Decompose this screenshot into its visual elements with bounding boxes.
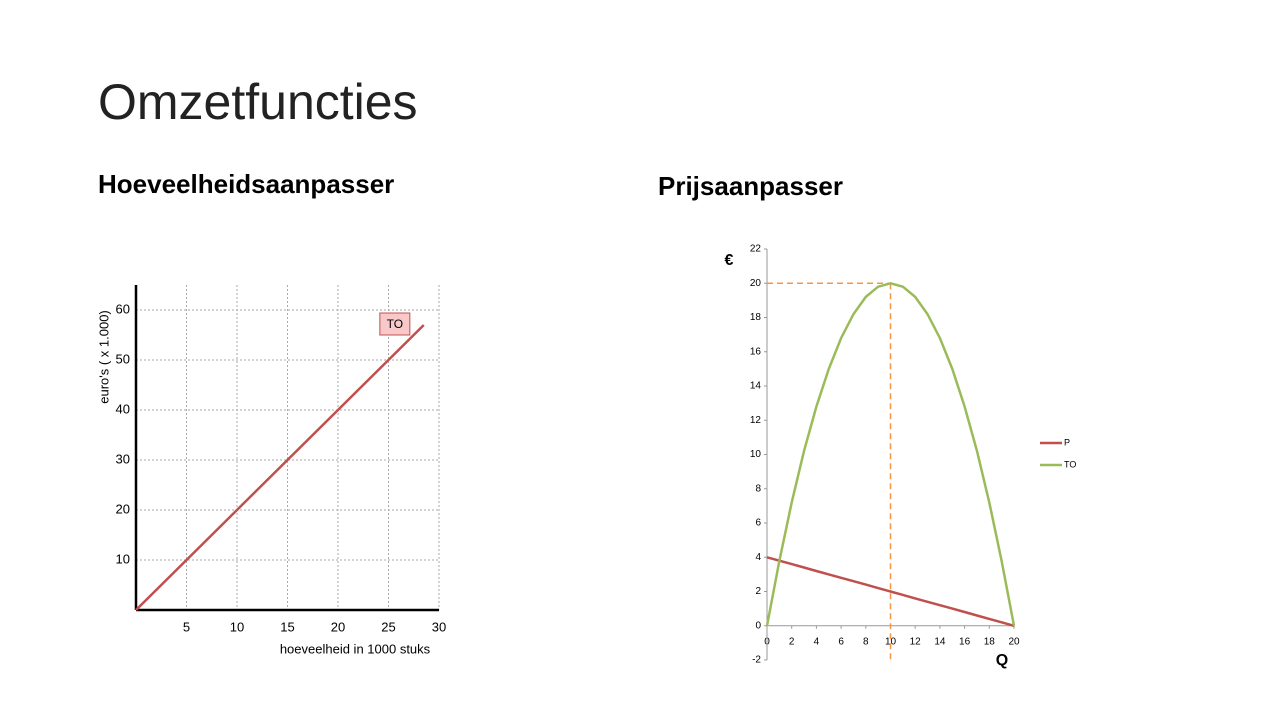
x-tick-label: 20 xyxy=(1008,636,1020,647)
y-tick-label: 14 xyxy=(750,381,762,392)
x-tick-label: 10 xyxy=(885,636,897,647)
legend-label: TO xyxy=(1064,459,1076,469)
y-tick-label: 18 xyxy=(750,312,762,323)
x-tick-label: 20 xyxy=(331,619,345,634)
legend-label: TO xyxy=(387,317,403,331)
y-axis-label: euro's ( x 1.000) xyxy=(96,310,111,404)
y-tick-label: 2 xyxy=(755,586,761,597)
x-tick-label: 16 xyxy=(959,636,971,647)
y-axis-label: € xyxy=(725,252,734,269)
x-tick-label: 8 xyxy=(863,636,869,647)
x-tick-label: 4 xyxy=(814,636,820,647)
y-tick-label: 40 xyxy=(116,401,130,416)
chart-title: Prijsaanpasser xyxy=(658,171,843,201)
x-tick-label: 12 xyxy=(910,636,922,647)
x-tick-label: 10 xyxy=(230,619,244,634)
y-tick-label: 60 xyxy=(116,301,130,316)
y-tick-label: 20 xyxy=(750,278,762,289)
x-tick-label: 6 xyxy=(838,636,844,647)
series-line xyxy=(766,556,1015,628)
series-line xyxy=(765,282,1016,627)
y-tick-label: 20 xyxy=(116,501,130,516)
y-tick-label: 0 xyxy=(755,620,761,631)
y-tick-label: -2 xyxy=(752,655,761,666)
x-tick-label: 25 xyxy=(381,619,395,634)
x-tick-label: 2 xyxy=(789,636,795,647)
chart-title: Hoeveelheidsaanpasser xyxy=(98,169,394,199)
y-tick-label: 8 xyxy=(755,483,761,494)
series-line xyxy=(135,324,425,611)
y-tick-label: 12 xyxy=(750,415,762,426)
x-tick-label: 30 xyxy=(432,619,446,634)
y-tick-label: 6 xyxy=(755,518,761,529)
slide-title: Omzetfuncties xyxy=(98,74,418,130)
y-tick-label: 10 xyxy=(750,449,762,460)
x-tick-label: 5 xyxy=(183,619,190,634)
y-tick-label: 16 xyxy=(750,346,762,357)
legend-box xyxy=(379,312,411,336)
x-tick-label: 18 xyxy=(984,636,996,647)
x-axis-label: hoeveelheid in 1000 stuks xyxy=(280,641,431,656)
y-tick-label: 4 xyxy=(755,552,761,563)
y-tick-label: 30 xyxy=(116,451,130,466)
x-tick-label: 14 xyxy=(934,636,946,647)
y-tick-label: 22 xyxy=(750,244,762,255)
x-tick-label: 15 xyxy=(280,619,294,634)
y-tick-label: 50 xyxy=(116,351,130,366)
legend-label: P xyxy=(1064,437,1070,447)
y-tick-label: 10 xyxy=(116,551,130,566)
x-axis-label: Q xyxy=(996,652,1008,669)
